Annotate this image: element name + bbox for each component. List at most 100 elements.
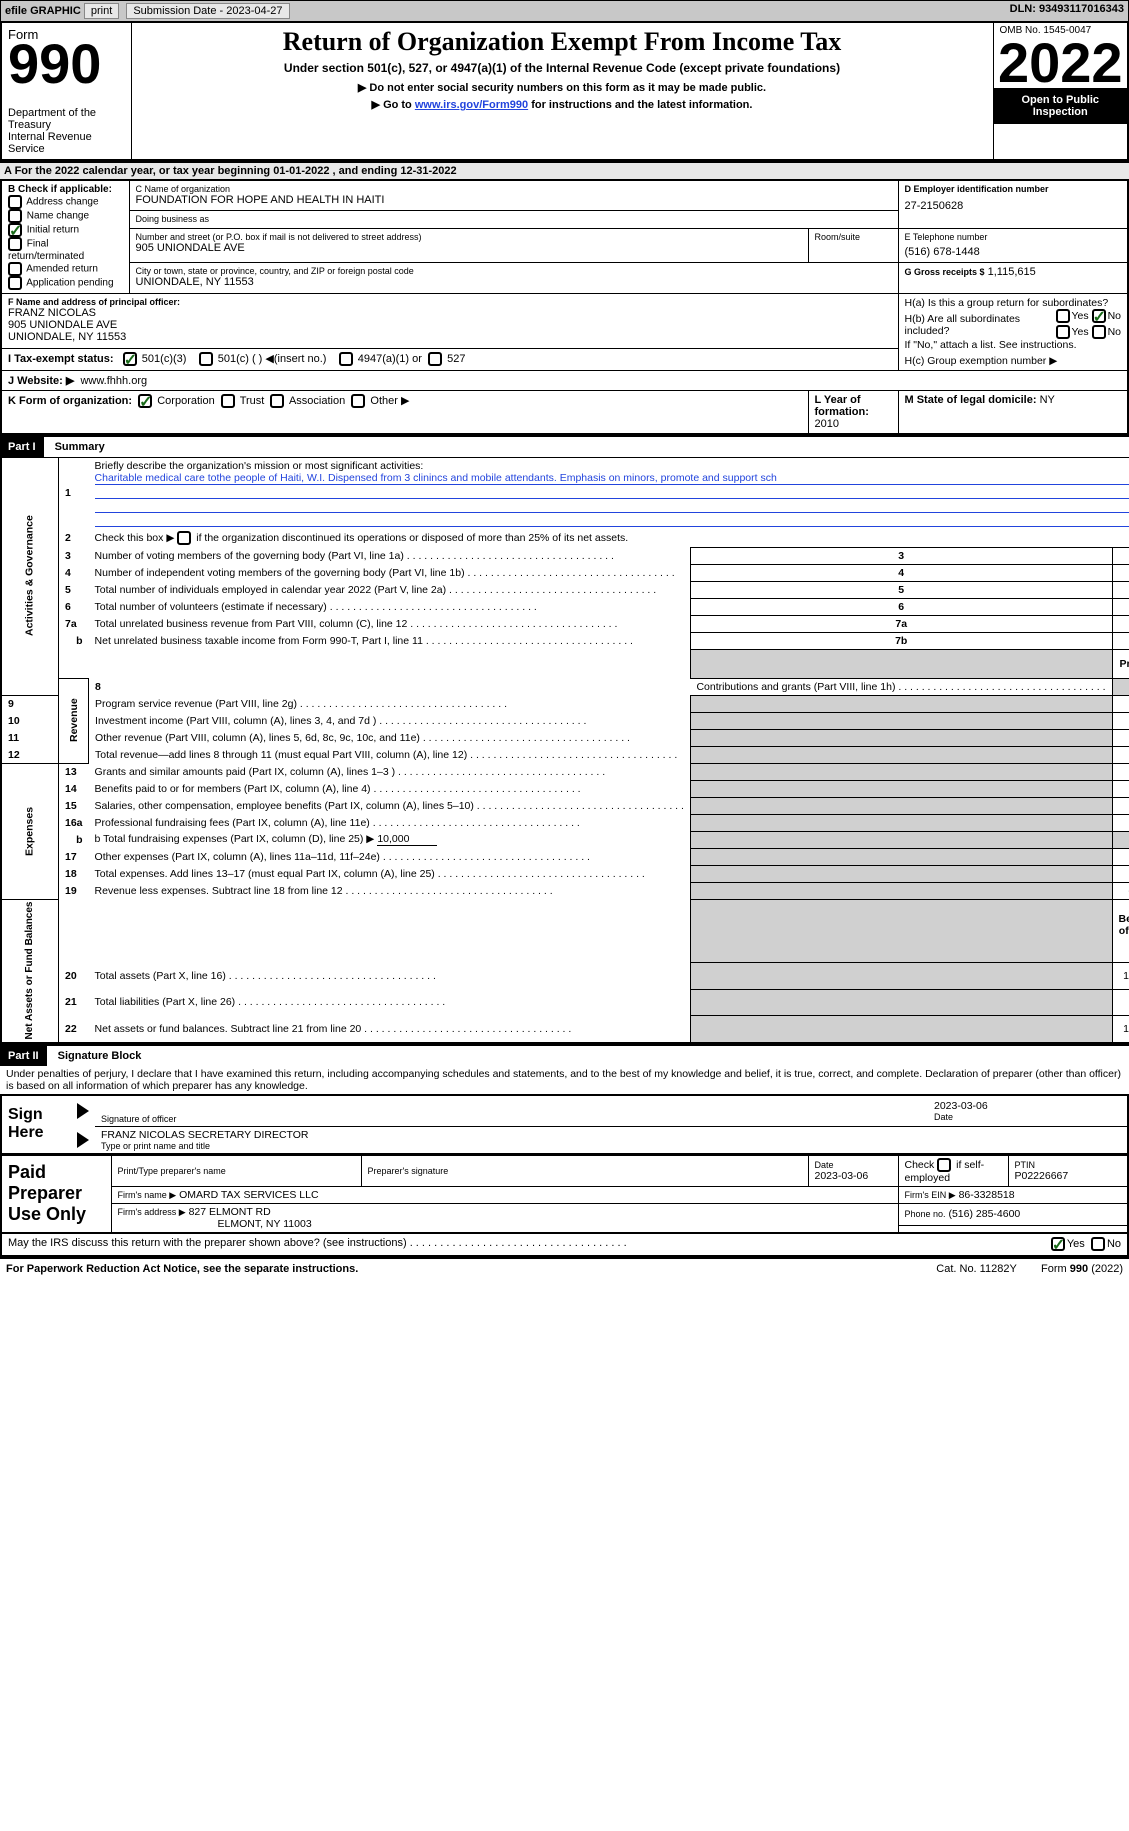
q2-chk[interactable] [177, 531, 191, 545]
cat-no: Cat. No. 11282Y [936, 1263, 1016, 1275]
submission-date-button[interactable]: Submission Date - 2023-04-27 [126, 3, 289, 19]
opt-amended: Amended return [26, 263, 98, 274]
chk-name-change[interactable]: Name change [8, 209, 123, 223]
g-receipts-label: G Gross receipts $ [905, 267, 985, 277]
chk-final-return[interactable]: Final return/terminated [8, 237, 123, 262]
pp-check-lbl: Check [905, 1159, 935, 1171]
self-employed-chk[interactable] [937, 1158, 951, 1172]
i-527-chk[interactable] [428, 352, 442, 366]
chk-application[interactable]: Application pending [8, 276, 123, 290]
row-6: 6Total number of volunteers (estimate if… [1, 598, 1129, 615]
m-value: NY [1040, 394, 1055, 406]
row-3: 3Number of voting members of the governi… [1, 547, 1129, 564]
firm-phone-lbl: Phone no. [905, 1209, 946, 1219]
hb-no-chk[interactable] [1092, 325, 1106, 339]
form-subtitle: Under section 501(c), 527, or 4947(a)(1)… [138, 61, 987, 75]
hb-yes: Yes [1072, 326, 1089, 338]
i-opt4: 527 [447, 353, 465, 365]
sig-arrow2-icon [77, 1132, 89, 1148]
chk-initial-return[interactable]: Initial return [8, 223, 123, 237]
side-rev: Revenue [59, 678, 89, 763]
print-button[interactable]: print [84, 3, 119, 19]
q1-label: Briefly describe the organization's miss… [95, 460, 424, 472]
note-ssn: ▶ Do not enter social security numbers o… [138, 81, 987, 94]
form-number: 990 [8, 42, 101, 87]
i-501c-chk[interactable] [199, 352, 213, 366]
website-value: www.fhhh.org [80, 375, 147, 387]
k-other-chk[interactable] [351, 394, 365, 408]
opt-name: Name change [27, 210, 89, 221]
ha-no-chk[interactable] [1092, 309, 1106, 323]
opt-initial: Initial return [27, 224, 79, 235]
note-goto: ▶ Go to www.irs.gov/Form990 for instruct… [138, 98, 987, 111]
k-other: Other ▶ [370, 395, 409, 407]
ha-no: No [1108, 310, 1121, 322]
discuss-yes-chk[interactable] [1051, 1237, 1065, 1251]
row-b-label: b Total fundraising expenses (Part IX, c… [95, 833, 375, 845]
k-label: K Form of organization: [8, 395, 132, 407]
pp-date: 2023-03-06 [815, 1170, 892, 1182]
ha-yes-chk[interactable] [1056, 309, 1070, 323]
row-b-val: 10,000 [377, 833, 437, 846]
sig-name: FRANZ NICOLAS SECRETARY DIRECTOR [101, 1129, 1121, 1141]
opt-address: Address change [26, 196, 98, 207]
org-name: FOUNDATION FOR HOPE AND HEALTH IN HAITI [136, 194, 892, 206]
ptin-lbl: PTIN [1015, 1160, 1122, 1170]
chk-address-change[interactable]: Address change [8, 195, 123, 209]
topbar: efile GRAPHIC print Submission Date - 20… [0, 0, 1129, 22]
discuss-no-chk[interactable] [1091, 1237, 1105, 1251]
q2-prefix: Check this box ▶ [95, 532, 175, 544]
hb-note: If "No," attach a list. See instructions… [905, 339, 1122, 351]
city-label: City or town, state or province, country… [136, 266, 892, 276]
room-label: Room/suite [815, 232, 892, 242]
i-501c3-chk[interactable] [123, 352, 137, 366]
footer: For Paperwork Reduction Act Notice, see … [0, 1257, 1129, 1279]
street-value: 905 UNIONDALE AVE [136, 242, 802, 254]
k-assoc-chk[interactable] [270, 394, 284, 408]
sign-here: Sign Here [1, 1095, 71, 1154]
irs-link[interactable]: www.irs.gov/Form990 [415, 99, 528, 111]
k-corp-chk[interactable] [138, 394, 152, 408]
sig-arrow-icon [77, 1103, 89, 1119]
col-begin: Beginning of Current Year [1112, 899, 1129, 963]
goto-suffix: for instructions and the latest informat… [531, 99, 752, 111]
discuss-no: No [1107, 1238, 1121, 1250]
officer-street: 905 UNIONDALE AVE [8, 319, 892, 331]
k-corp: Corporation [157, 395, 214, 407]
opt-app: Application pending [26, 277, 113, 288]
pp-name-lbl: Print/Type preparer's name [118, 1166, 355, 1176]
period-row: A For the 2022 calendar year, or tax yea… [0, 161, 1129, 180]
i-4947-chk[interactable] [339, 352, 353, 366]
officer-city: UNIONDALE, NY 11553 [8, 331, 892, 343]
hb-yes-chk[interactable] [1056, 325, 1070, 339]
officer-name: FRANZ NICOLAS [8, 307, 892, 319]
entity-info: B Check if applicable: Address change Na… [0, 180, 1129, 435]
q1-line3 [95, 499, 1129, 513]
l-label: L Year of formation: [815, 394, 869, 418]
c-name-label: C Name of organization [136, 184, 892, 194]
q1-line2 [95, 485, 1129, 499]
row-7a: 7aTotal unrelated business revenue from … [1, 615, 1129, 632]
part1-table: Activities & Governance 1 Briefly descri… [0, 457, 1129, 1044]
ha-label: H(a) Is this a group return for subordin… [905, 297, 1109, 309]
dba-label: Doing business as [136, 214, 892, 224]
q1-answer: Charitable medical care tothe people of … [95, 472, 1129, 485]
k-trust-chk[interactable] [221, 394, 235, 408]
firm-phone: (516) 285-4600 [948, 1208, 1020, 1220]
part1-title: Summary [47, 441, 105, 453]
part2-bar: Part II Signature Block [0, 1044, 1129, 1066]
ptin-val: P02226667 [1015, 1170, 1122, 1182]
row-5: 5Total number of individuals employed in… [1, 581, 1129, 598]
e-phone-label: E Telephone number [905, 232, 1122, 242]
l-value: 2010 [815, 418, 839, 430]
hc-label: H(c) Group exemption number ▶ [905, 355, 1122, 367]
chk-amended[interactable]: Amended return [8, 262, 123, 276]
d-ein-label: D Employer identification number [905, 184, 1122, 194]
side-net: Net Assets or Fund Balances [1, 899, 59, 1043]
pra-notice: For Paperwork Reduction Act Notice, see … [6, 1263, 358, 1275]
discuss-yes: Yes [1067, 1238, 1085, 1250]
signature-table: Sign Here Signature of officer 2023-03-0… [0, 1094, 1129, 1155]
pp-sig-lbl: Preparer's signature [368, 1166, 802, 1176]
m-label: M State of legal domicile: [905, 394, 1040, 406]
form-title: Return of Organization Exempt From Incom… [138, 27, 987, 57]
